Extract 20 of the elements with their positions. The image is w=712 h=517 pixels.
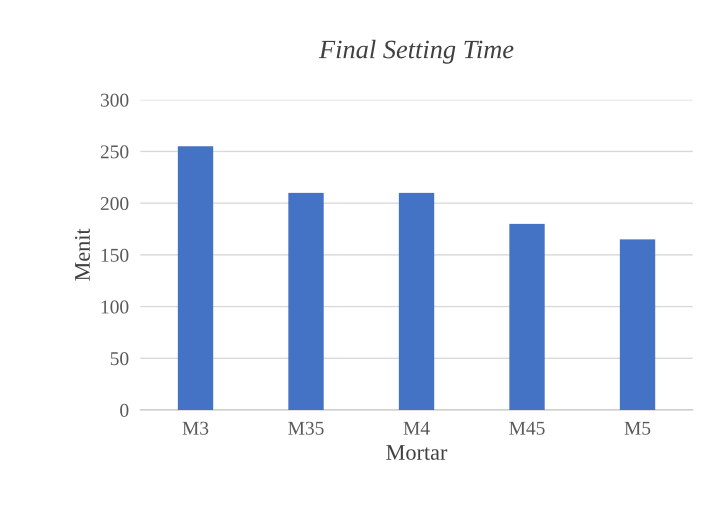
bar (620, 239, 656, 410)
y-tick-label: 250 (100, 145, 128, 158)
y-tick-label: 200 (100, 196, 128, 210)
x-axis-title: Mortar (386, 445, 448, 460)
y-tick-label: 50 (110, 352, 128, 366)
bar (178, 146, 214, 410)
x-tick-label: M45 (509, 422, 545, 435)
chart-title: Final Setting Time (318, 40, 514, 64)
bar (288, 192, 324, 410)
x-tick-label: M5 (624, 422, 650, 435)
y-tick-label: 300 (100, 94, 128, 107)
y-tick-label: 150 (102, 248, 128, 262)
y-axis-title: Menit (74, 228, 90, 281)
x-tick-label: M35 (288, 422, 324, 435)
x-tick-label: M3 (182, 422, 208, 435)
bar (398, 192, 434, 410)
y-tick-label: 0 (120, 404, 128, 417)
x-tick-label: M4 (404, 422, 430, 435)
y-tick-label: 100 (102, 300, 128, 314)
bar (509, 224, 545, 410)
